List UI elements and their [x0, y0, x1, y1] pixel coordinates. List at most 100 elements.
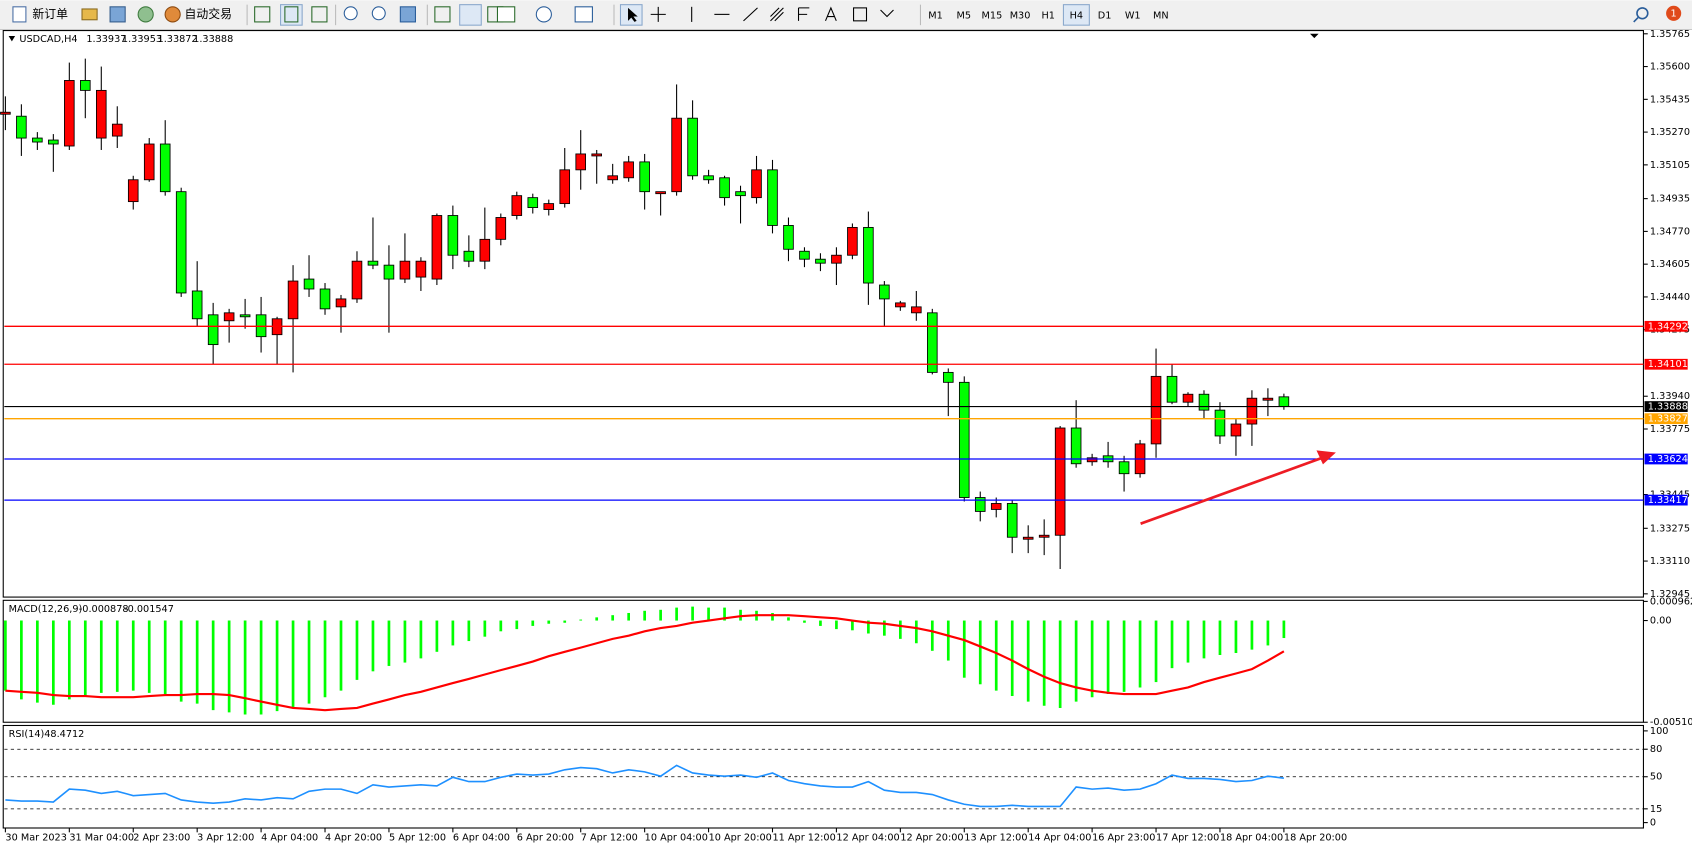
- tile[interactable]: [399, 6, 416, 23]
- icon[interactable]: [254, 6, 271, 23]
- shift-marker: [1310, 33, 1319, 39]
- candle-body: [751, 169, 762, 199]
- bid-label-bg: [1644, 401, 1688, 412]
- header-high: 1.33953: [122, 34, 162, 45]
- arrows-tool[interactable]: [880, 9, 894, 18]
- zoom-in[interactable]: [343, 6, 358, 21]
- icon[interactable]: [137, 6, 154, 23]
- candle-body: [958, 381, 970, 498]
- candle-body: [847, 226, 858, 256]
- new-order-label[interactable]: 新订单: [32, 7, 68, 21]
- symbol-marker: [8, 35, 16, 42]
- candle-body: [479, 238, 491, 262]
- candle-body: [495, 217, 507, 240]
- candle-body: [1246, 397, 1258, 425]
- candle-body: [1182, 393, 1194, 403]
- candle-body: [511, 195, 523, 216]
- x-tick-label: 18 Apr 20:00: [1284, 833, 1347, 844]
- icon-pressed[interactable]: [459, 4, 482, 26]
- icon-pressed[interactable]: [280, 4, 303, 26]
- auto-trading-icon[interactable]: [164, 6, 181, 23]
- candle-body: [783, 225, 794, 250]
- x-tick-label: 3 Apr 12:00: [197, 833, 254, 844]
- level-label-bg: [1644, 494, 1688, 506]
- y-tick-label: 1.34770: [1650, 226, 1690, 237]
- x-tick-label: 17 Apr 12:00: [1156, 833, 1219, 844]
- candle-body: [127, 179, 139, 203]
- fibo-tool[interactable]: [797, 7, 810, 21]
- candle-body: [447, 215, 459, 256]
- icon[interactable]: [109, 6, 126, 23]
- cursor-icon: [628, 7, 638, 22]
- y-tick-label: 15: [1650, 804, 1662, 815]
- level-label-bg: [1644, 413, 1688, 425]
- candle-body: [974, 497, 986, 512]
- level-label: 1.33417: [1648, 495, 1688, 506]
- timeframe-button[interactable]: M1: [928, 10, 943, 21]
- y-tick-label: 0: [1650, 818, 1656, 829]
- candle-body: [1278, 396, 1290, 407]
- candle-body: [239, 314, 251, 318]
- candle-body: [143, 143, 155, 181]
- candle-body: [159, 143, 171, 193]
- zoom-out[interactable]: [371, 6, 386, 21]
- icon[interactable]: [81, 8, 98, 21]
- trendline-tool[interactable]: [743, 7, 758, 22]
- candle-body: [32, 137, 43, 143]
- candle-body: [80, 80, 91, 91]
- signal-line: [5, 614, 1285, 712]
- candle-body: [1070, 427, 1082, 465]
- indicators[interactable]: [496, 6, 516, 23]
- candle-body: [879, 284, 890, 300]
- y-tick-label: 80: [1650, 744, 1662, 755]
- candle-body: [671, 117, 682, 193]
- candle-body: [335, 298, 347, 308]
- candle-body: [527, 197, 539, 208]
- timeframe-button[interactable]: W1: [1125, 10, 1141, 21]
- notifications[interactable]: [1666, 5, 1682, 21]
- timeframe-button[interactable]: H4: [1070, 10, 1083, 21]
- text-tool[interactable]: [824, 6, 837, 22]
- new-order-icon[interactable]: [12, 6, 27, 23]
- candle-body: [543, 203, 555, 210]
- channel-tool[interactable]: [770, 7, 784, 22]
- x-tick-label: 5 Apr 12:00: [389, 833, 446, 844]
- timeframe-button[interactable]: M30: [1010, 10, 1031, 21]
- candle-body: [559, 169, 571, 205]
- timeframe-button[interactable]: M5: [956, 10, 971, 21]
- periods[interactable]: [535, 6, 552, 23]
- y-tick-label: 100: [1650, 726, 1669, 737]
- y-tick-label: 1.35270: [1650, 127, 1690, 138]
- y-tick-label: 1.33940: [1650, 391, 1690, 402]
- icon[interactable]: [311, 6, 328, 23]
- timeframe-button[interactable]: MN: [1153, 10, 1169, 21]
- candle-body: [863, 226, 874, 284]
- timeframe-button[interactable]: D1: [1098, 10, 1112, 21]
- icon[interactable]: [284, 6, 299, 23]
- candle-body: [367, 260, 379, 266]
- crosshair[interactable]: [650, 6, 666, 22]
- level-label: 1.33624: [1648, 454, 1688, 465]
- templates[interactable]: [574, 6, 593, 23]
- candle-body: [319, 288, 331, 310]
- x-tick-label: 12 Apr 20:00: [900, 833, 963, 844]
- y-tick-label: 0.000962: [1650, 596, 1692, 607]
- candle-body: [767, 169, 778, 226]
- candle-body: [719, 177, 730, 199]
- y-tick-label: 50: [1650, 772, 1662, 783]
- x-tick-label: 30 Mar 2023: [5, 833, 67, 844]
- y-tick-label: 1.33775: [1650, 424, 1690, 435]
- candle-body: [1166, 375, 1178, 403]
- label-tool[interactable]: [853, 7, 868, 22]
- timeframe-button[interactable]: M15: [982, 10, 1003, 21]
- search[interactable]: [1636, 7, 1649, 20]
- y-tick-label: 1.35105: [1650, 160, 1690, 171]
- search-handle: [1633, 17, 1639, 23]
- candle-body: [639, 161, 650, 193]
- auto-trading-label[interactable]: 自动交易: [185, 7, 232, 21]
- x-tick-label: 4 Apr 20:00: [325, 833, 382, 844]
- x-tick-label: 18 Apr 04:00: [1220, 833, 1283, 844]
- header-low: 1.33872: [158, 34, 198, 45]
- icon[interactable]: [434, 6, 451, 23]
- timeframe-button[interactable]: H1: [1041, 10, 1054, 21]
